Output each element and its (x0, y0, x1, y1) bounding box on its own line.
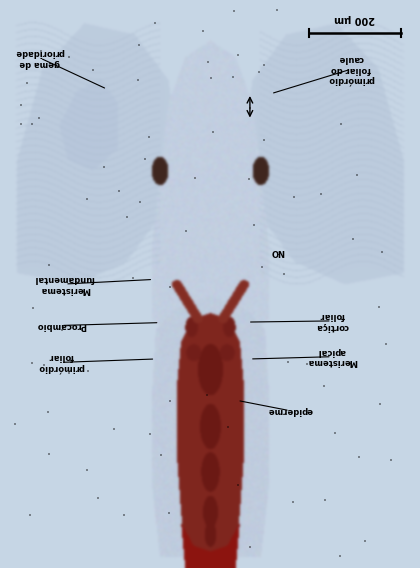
Text: primórdio
foliar: primórdio foliar (37, 352, 84, 373)
Text: gema de
prioridade: gema de prioridade (15, 48, 65, 68)
Text: primórdio
foliar do
caule: primórdio foliar do caule (327, 54, 374, 85)
Text: 200 μm: 200 μm (334, 14, 375, 24)
Text: cortiça
foliar: cortiça foliar (315, 311, 348, 331)
Text: NO: NO (270, 247, 284, 256)
Text: epiderme: epiderme (267, 406, 312, 415)
Text: Meristema
apical: Meristema apical (307, 347, 357, 366)
Text: Procambio: Procambio (36, 321, 86, 330)
Text: Meristema
fundamental: Meristema fundamental (35, 274, 95, 294)
